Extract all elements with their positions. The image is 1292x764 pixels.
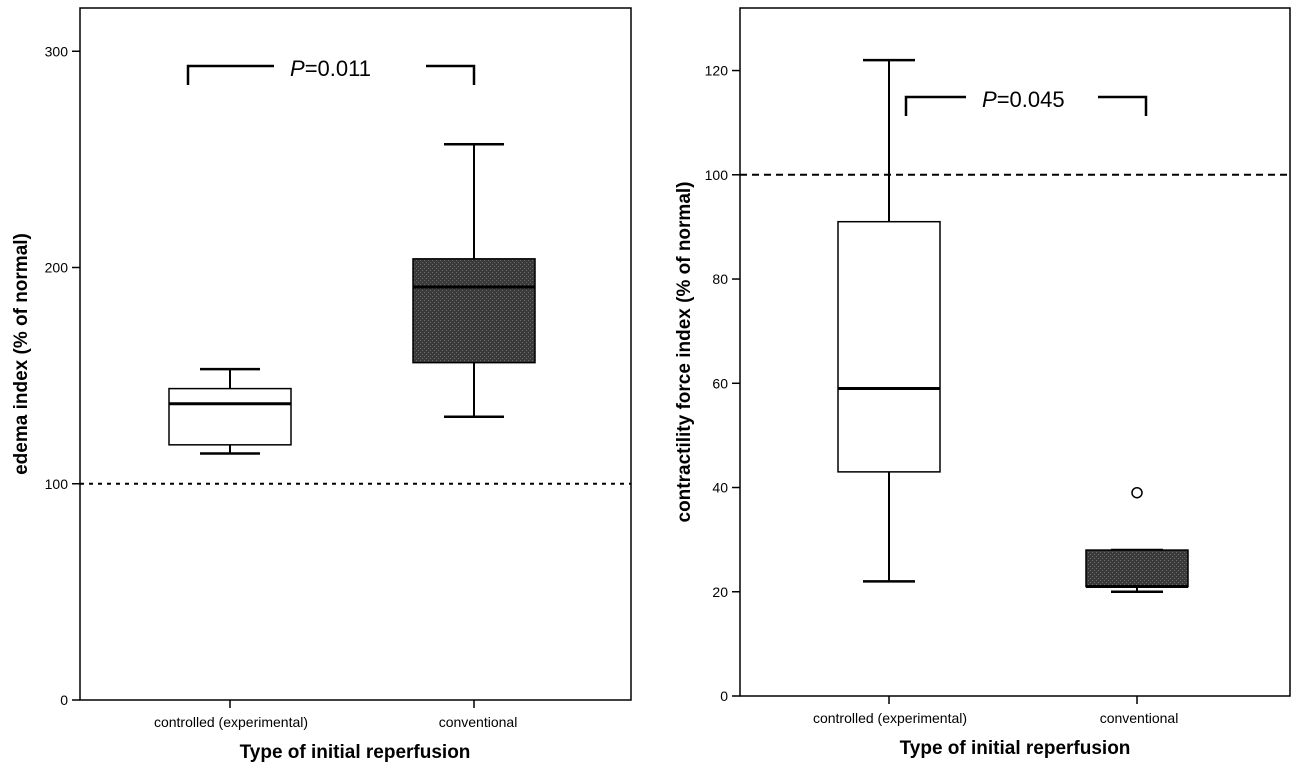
left-y-tick-label-0: 0: [60, 692, 68, 708]
right-y-axis: 0 20 40 60 80 100 120: [705, 63, 1138, 704]
iqr-box: [837, 220, 941, 473]
left-x-axis-title: Type of initial reperfusion: [240, 742, 471, 763]
left-bracket-left-arm: [186, 64, 274, 85]
right-pvalue: P=0.045: [982, 87, 1065, 112]
left-y-tick-label-100: 100: [45, 476, 69, 492]
right-y-tick-label-80: 80: [712, 271, 728, 287]
right-y-tick-label-100: 100: [705, 167, 729, 183]
right-chart: 0 20 40 60 80 100 120 P=0.045 controlled (expe…: [674, 7, 1291, 759]
right-category-label-controlled: controlled (experimental): [813, 710, 967, 726]
right-y-axis-title: contractility force index (% of normal): [674, 182, 695, 523]
left-category-label-conventional: conventional: [439, 714, 518, 730]
left-boxes: [168, 142, 536, 455]
left-category-label-controlled: controlled (experimental): [154, 714, 308, 730]
left-y-tick-label-300: 300: [45, 43, 69, 59]
left-plot-frame: [79, 7, 632, 701]
right-x-axis-title: Type of initial reperfusion: [900, 738, 1131, 759]
left-box-conventional: [412, 142, 536, 418]
left-y-axis-title: edema index (% of normal): [11, 233, 32, 475]
right-y-tick-label-20: 20: [712, 584, 728, 600]
left-chart: 0 100 200 300 P=0.011 controlled (experimen…: [11, 7, 632, 763]
iqr-box: [1085, 549, 1189, 588]
right-y-tick-label-0: 0: [720, 688, 728, 704]
right-box-controlled: [837, 58, 941, 583]
outlier-point-0: [1131, 486, 1143, 499]
iqr-box: [168, 387, 292, 446]
right-y-tick-label-60: 60: [712, 375, 728, 391]
left-bracket-right-arm: [426, 64, 476, 85]
iqr-box: [412, 258, 536, 364]
left-box-controlled: [168, 367, 292, 455]
left-pvalue: P=0.011: [290, 56, 371, 81]
right-y-tick-label-120: 120: [705, 63, 729, 79]
right-pvalue-bracket: P=0.045: [904, 87, 1148, 116]
right-category-label-conventional: conventional: [1100, 710, 1179, 726]
right-y-tick-label-40: 40: [712, 480, 728, 496]
left-pvalue-bracket: P=0.011: [186, 56, 476, 85]
right-bracket-right-arm: [1098, 95, 1148, 116]
right-bracket-left-arm: [904, 95, 966, 116]
right-plot-frame: [739, 7, 1291, 697]
right-box-conventional: [1085, 486, 1189, 594]
right-boxes: [837, 58, 1189, 594]
left-y-tick-label-200: 200: [45, 260, 69, 276]
left-y-axis: 0 100 200 300: [45, 43, 475, 708]
